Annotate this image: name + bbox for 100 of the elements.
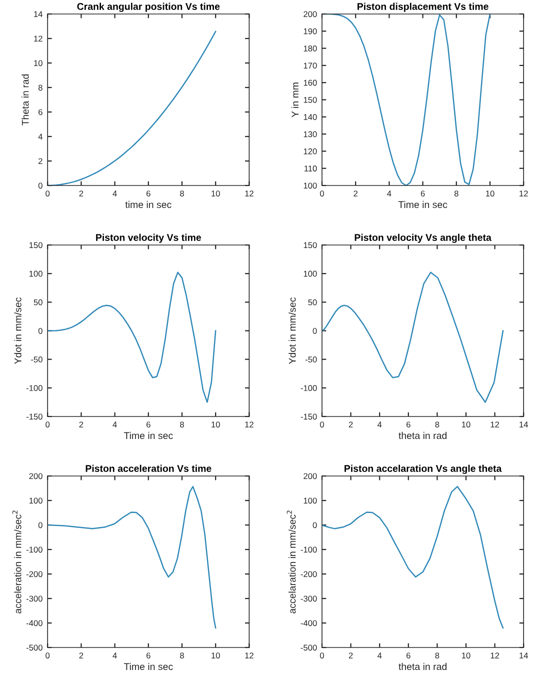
y-tick-label: -200 <box>26 571 42 578</box>
x-tick-label: 12 <box>490 652 500 658</box>
x-tick-label: 6 <box>146 652 150 658</box>
y-tick-label: 12 <box>34 36 42 42</box>
x-tick-label: 12 <box>520 190 528 196</box>
x-tick-label: 0 <box>320 190 324 196</box>
x-tick-label: 6 <box>146 190 150 196</box>
x-tick-label: 8 <box>435 422 440 428</box>
x-axis-title: Time in sec <box>124 432 173 440</box>
y-tick-label: 0 <box>312 328 317 334</box>
y-tick-label: 110 <box>304 166 317 172</box>
y-tick-label: -50 <box>305 356 317 362</box>
x-tick-label: 2 <box>79 422 84 428</box>
y-tick-label: -100 <box>300 546 317 553</box>
y-tick-label: 200 <box>29 473 42 480</box>
x-tick-label: 12 <box>245 422 254 428</box>
y-tick-label: 100 <box>29 270 42 277</box>
x-tick-label: 0 <box>46 422 50 428</box>
x-tick-label: 14 <box>520 652 528 658</box>
y-tick-label: 150 <box>29 242 42 248</box>
line-series <box>48 486 216 629</box>
x-tick-label: 2 <box>348 652 353 658</box>
x-tick-label: 8 <box>454 190 458 196</box>
y-tick-label: 6 <box>38 109 42 116</box>
y-tick-label: 100 <box>304 270 317 277</box>
y-tick-label: -400 <box>300 620 317 626</box>
x-tick-label: 8 <box>180 422 184 428</box>
y-tick-label: 14 <box>34 11 42 18</box>
x-tick-label: 0 <box>320 422 324 428</box>
y-tick-label: 50 <box>34 299 42 306</box>
y-tick-label: 0 <box>38 182 42 189</box>
y-tick-label: -100 <box>26 546 42 553</box>
y-tick-label: -400 <box>26 620 42 626</box>
y-tick-label: 160 <box>304 80 317 86</box>
x-axis-title: Time in sec <box>124 662 173 670</box>
x-tick-label: 6 <box>420 190 425 196</box>
x-axis-title: Time in sec <box>398 200 448 208</box>
line-series <box>322 272 504 403</box>
x-tick-label: 2 <box>354 190 358 196</box>
x-tick-label: 8 <box>180 652 184 658</box>
y-tick-label: 130 <box>304 131 317 138</box>
x-tick-label: 2 <box>79 190 84 196</box>
y-axis-title: acceleration in mm/sec$^{2}$ <box>12 510 22 614</box>
chart-title: Piston velocity Vs angle theta <box>354 234 492 243</box>
y-tick-label: 100 <box>304 182 317 189</box>
y-tick-label: 200 <box>304 11 317 18</box>
y-tick-label: 0 <box>38 522 42 528</box>
chart-title: Crank angular position Vs time <box>77 2 220 12</box>
x-tick-label: 8 <box>180 190 184 196</box>
y-tick-label: -300 <box>26 596 42 602</box>
x-tick-label: 6 <box>146 422 150 428</box>
y-tick-label: -150 <box>26 414 42 420</box>
x-tick-label: 4 <box>377 422 382 428</box>
x-tick-label: 8 <box>435 652 440 658</box>
x-tick-label: 14 <box>520 422 528 428</box>
y-tick-label: 190 <box>304 28 317 34</box>
x-axis-title: theta in rad <box>398 662 446 670</box>
x-tick-label: 0 <box>46 190 50 196</box>
x-tick-label: 10 <box>486 190 494 196</box>
y-axis-title: accelaration in mm/sec$^{2}$ <box>286 510 296 614</box>
x-tick-label: 10 <box>462 652 470 658</box>
y-tick-label: 8 <box>38 84 42 91</box>
y-tick-label: 100 <box>304 498 317 504</box>
x-tick-label: 10 <box>212 422 220 428</box>
x-axis-title: time in sec <box>125 200 172 208</box>
y-tick-label: -50 <box>31 356 42 362</box>
y-tick-label: -100 <box>300 385 317 392</box>
x-tick-label: 4 <box>112 652 117 658</box>
y-tick-label: 170 <box>304 62 317 69</box>
y-tick-label: 150 <box>304 96 317 103</box>
x-tick-label: 4 <box>387 190 392 196</box>
chart-title: Piston velocity Vs time <box>96 234 202 243</box>
x-tick-label: 6 <box>406 652 410 658</box>
x-axis-title: theta in rad <box>398 432 446 440</box>
chart-title: Piston accelaration Vs angle theta <box>344 464 502 474</box>
y-tick-label: 200 <box>304 473 317 480</box>
x-tick-label: 4 <box>377 652 382 658</box>
y-tick-label: -200 <box>300 571 317 578</box>
x-tick-label: 10 <box>212 652 220 658</box>
x-tick-label: 2 <box>348 422 353 428</box>
y-tick-label: -500 <box>26 644 42 651</box>
y-tick-label: 50 <box>308 299 317 306</box>
y-axis-title: Theta in rad <box>22 74 29 126</box>
line-series <box>48 272 216 403</box>
y-tick-label: 0 <box>38 328 42 334</box>
x-tick-label: 10 <box>462 422 470 428</box>
y-tick-label: -500 <box>300 644 317 651</box>
chart-title: Piston acceleration Vs time <box>86 464 212 472</box>
line-series <box>322 486 504 629</box>
x-tick-label: 12 <box>245 190 254 196</box>
x-tick-label: 4 <box>112 190 117 196</box>
y-tick-label: 0 <box>312 522 317 528</box>
y-tick-label: 2 <box>38 158 42 164</box>
y-tick-label: 100 <box>29 498 42 504</box>
x-tick-label: 4 <box>112 422 117 428</box>
y-axis-title: Ydot in mm/sec <box>14 298 22 364</box>
y-tick-label: 10 <box>34 60 42 66</box>
y-tick-label: -300 <box>300 596 317 602</box>
y-tick-label: 120 <box>304 148 317 154</box>
x-tick-label: 12 <box>490 422 500 428</box>
